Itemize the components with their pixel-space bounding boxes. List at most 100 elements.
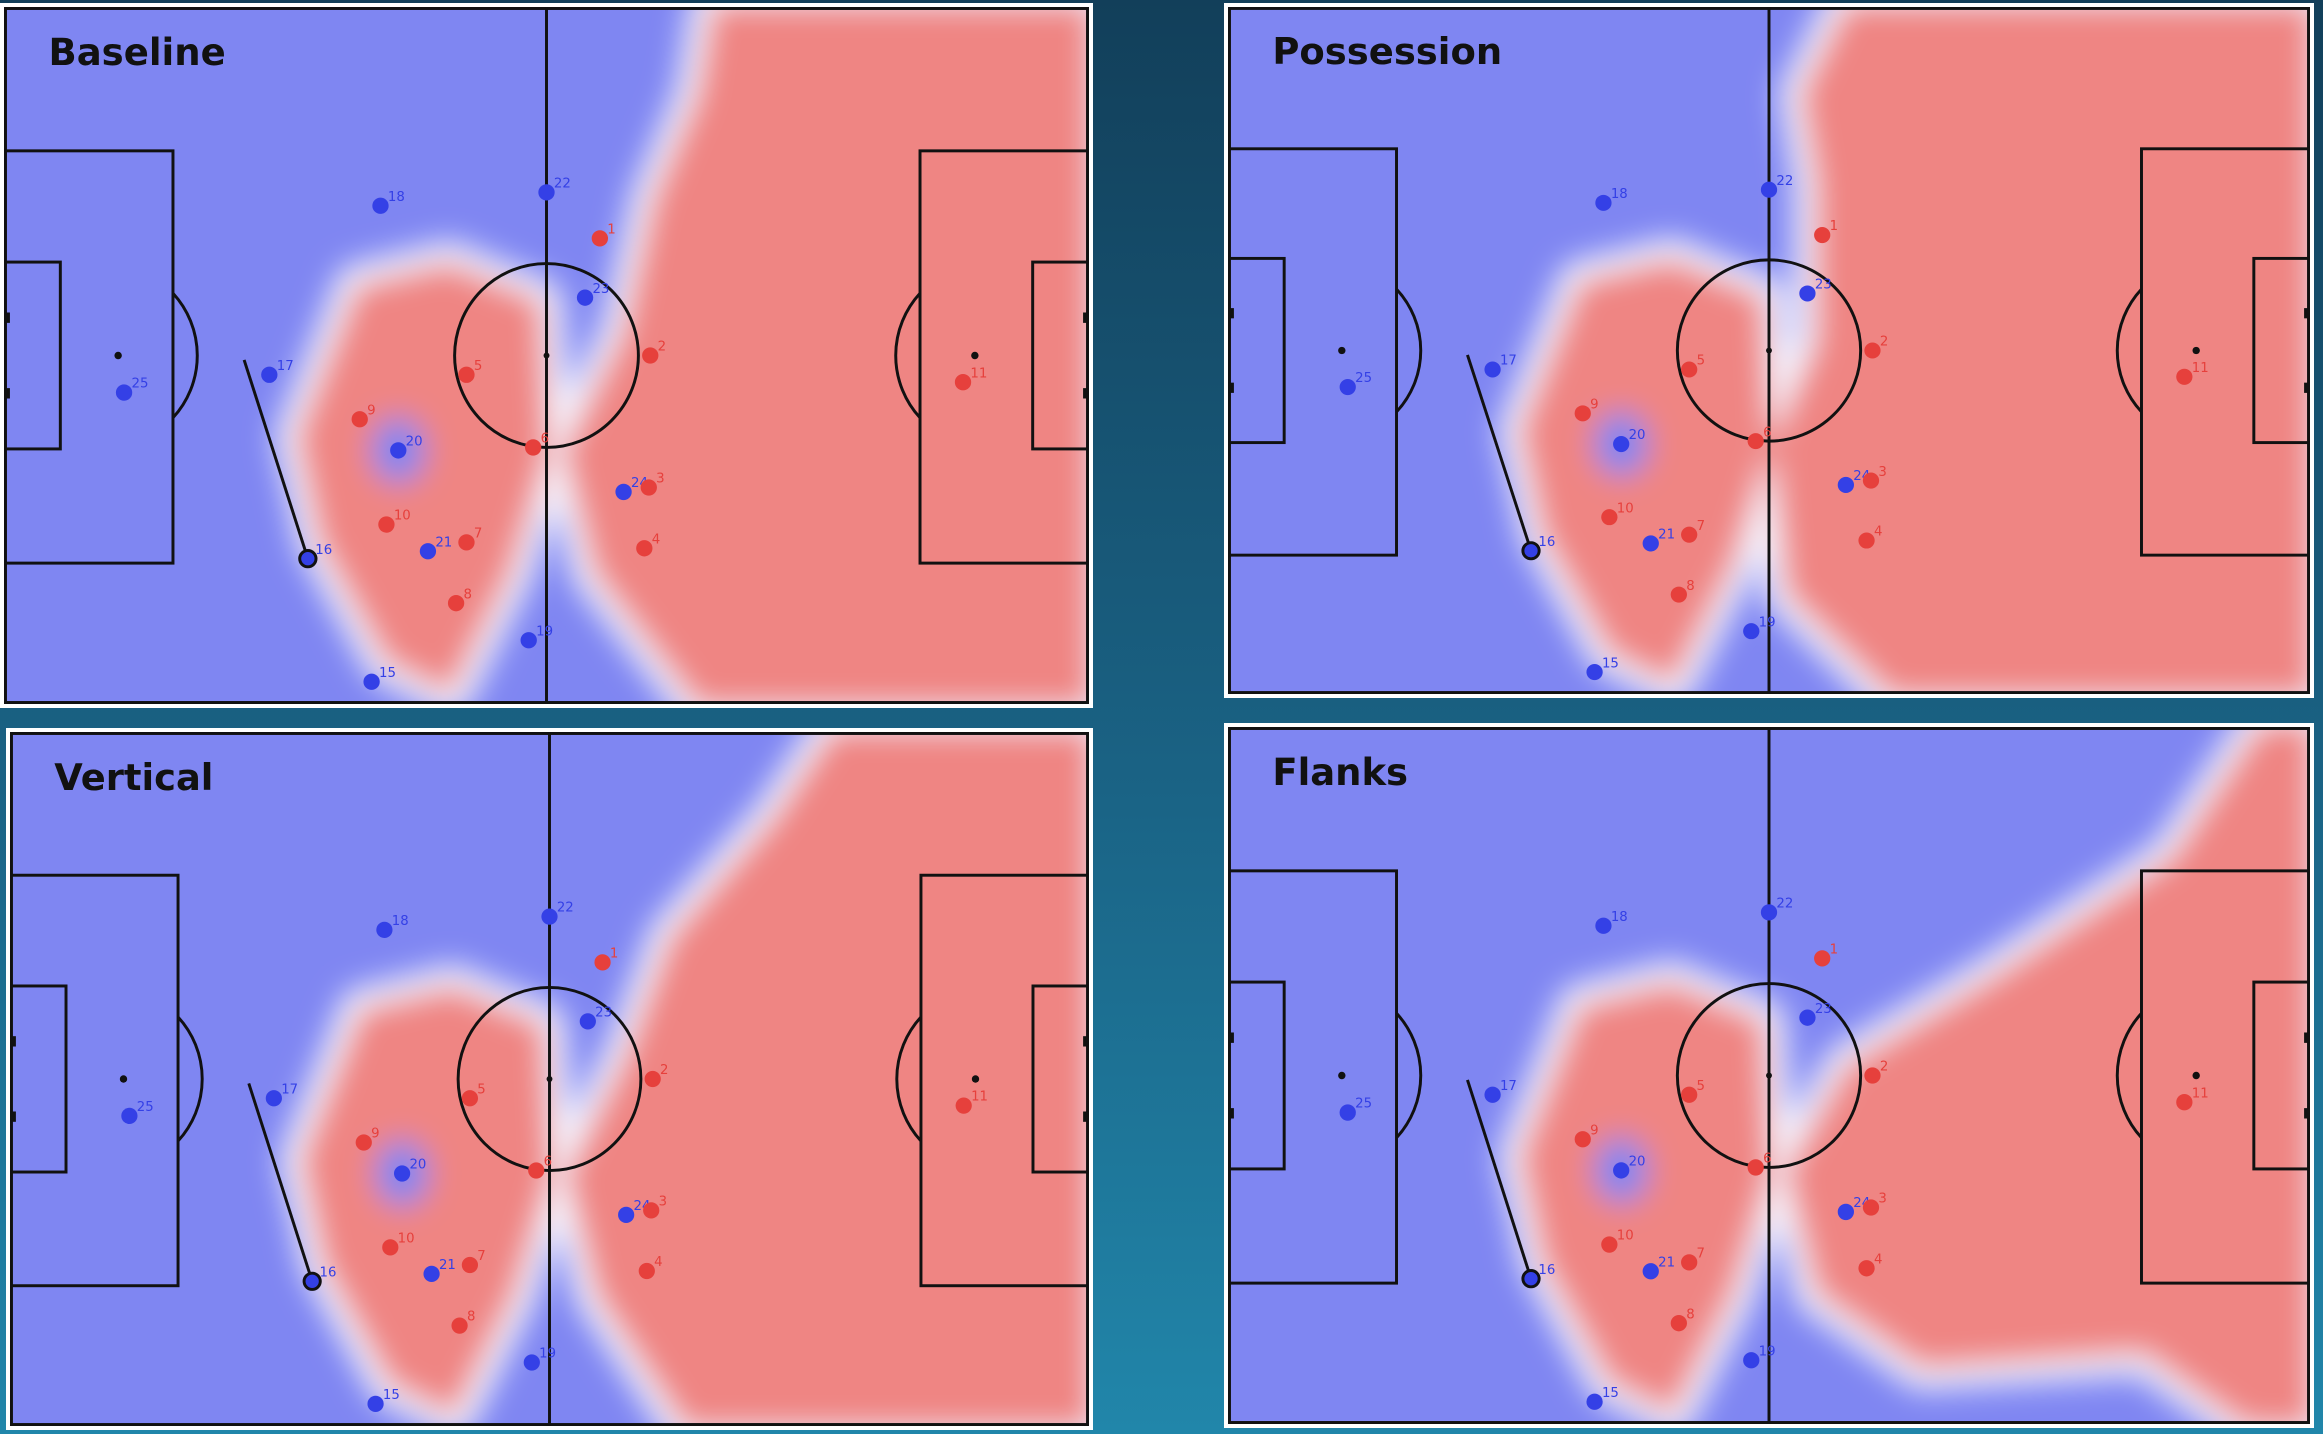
red-player xyxy=(954,374,972,391)
blue-player xyxy=(1613,436,1630,453)
blue-player-label: 19 xyxy=(539,1347,556,1362)
penalty-box xyxy=(1228,869,1398,1285)
penalty-spot xyxy=(119,1075,128,1083)
centre-spot xyxy=(543,352,550,359)
blue-player-label: 21 xyxy=(435,535,452,550)
blue-player xyxy=(367,1395,384,1412)
blue-player xyxy=(579,1013,596,1030)
blue-player xyxy=(302,1271,322,1291)
blue-player-label: 23 xyxy=(595,1006,612,1021)
red-player xyxy=(2176,368,2193,385)
centre-spot xyxy=(546,1076,553,1082)
goal-post xyxy=(2304,1108,2310,1119)
blue-player-label: 17 xyxy=(1500,354,1517,369)
heatmap xyxy=(1498,727,2310,1424)
blue-player xyxy=(1339,1104,1356,1121)
red-player xyxy=(1747,433,1764,450)
blue-player xyxy=(1521,541,1541,561)
blue-player xyxy=(1760,181,1778,198)
blue-player xyxy=(265,1090,282,1107)
red-player xyxy=(1681,1254,1698,1271)
red-player-label: 10 xyxy=(1617,1229,1634,1244)
penalty-spot xyxy=(971,1075,980,1083)
blue-player xyxy=(372,197,389,214)
blue-player xyxy=(618,1206,635,1223)
blue-player-label: 16 xyxy=(1538,535,1555,550)
red-player xyxy=(378,516,395,533)
penalty-spot xyxy=(1338,346,1346,355)
red-player-label: 3 xyxy=(656,472,664,487)
penalty-arc xyxy=(894,292,922,419)
goal-box xyxy=(4,260,62,451)
red-player xyxy=(1574,1131,1591,1148)
red-player-label: 5 xyxy=(474,359,482,374)
red-player-label: 10 xyxy=(1617,501,1634,516)
blue-player-label: 18 xyxy=(388,190,405,205)
red-player xyxy=(382,1239,399,1256)
red-player-label: 4 xyxy=(654,1255,662,1270)
red-player-label: 5 xyxy=(1697,1079,1705,1094)
centre-circle xyxy=(453,262,640,449)
red-player-label: 10 xyxy=(398,1231,415,1246)
blue-player-label: 20 xyxy=(406,435,423,450)
blue-player xyxy=(1484,361,1501,378)
red-player xyxy=(458,366,475,383)
penalty-box xyxy=(919,873,1089,1288)
blue-player xyxy=(1760,904,1778,921)
red-player-label: 6 xyxy=(544,1155,552,1170)
blue-player xyxy=(1642,535,1659,552)
blue-player xyxy=(1595,917,1612,934)
red-player xyxy=(461,1256,479,1274)
red-player-label: 1 xyxy=(1830,219,1838,234)
red-player xyxy=(1864,342,1881,359)
red-player-label: 6 xyxy=(1763,1152,1771,1167)
red-player-label: 8 xyxy=(463,587,471,602)
blue-player-label: 15 xyxy=(383,1388,400,1403)
panel-title: Flanks xyxy=(1272,751,1408,794)
red-player-label: 1 xyxy=(610,946,618,961)
blue-player xyxy=(121,1107,138,1125)
red-player xyxy=(2176,1094,2193,1111)
red-player xyxy=(461,1090,479,1107)
penalty-spot xyxy=(2192,1071,2200,1080)
blue-player xyxy=(393,1165,411,1182)
heatmap xyxy=(279,732,1089,1426)
blue-player xyxy=(1613,1162,1630,1179)
blue-player-label: 18 xyxy=(1611,910,1628,925)
blue-player xyxy=(261,366,278,383)
blue-player xyxy=(1521,1269,1541,1289)
red-player xyxy=(1670,586,1687,603)
blue-player-label: 22 xyxy=(554,176,571,191)
red-player xyxy=(447,595,465,612)
blue-player xyxy=(298,549,318,569)
goal-post xyxy=(1228,382,1234,393)
red-player-label: 4 xyxy=(1874,525,1882,540)
goal-post xyxy=(1228,1032,1234,1043)
centre-circle xyxy=(456,985,643,1173)
red-player xyxy=(1681,361,1698,378)
blue-player-label: 17 xyxy=(1500,1079,1517,1094)
goal-post xyxy=(10,1111,16,1122)
blue-player xyxy=(1837,1203,1854,1221)
red-player xyxy=(643,1202,660,1219)
pass-line xyxy=(242,359,310,560)
blue-player-label: 22 xyxy=(557,901,574,916)
goal-box xyxy=(1031,984,1089,1174)
red-player-label: 11 xyxy=(2192,361,2209,376)
pass-line xyxy=(247,1082,314,1282)
blue-player-label: 18 xyxy=(392,914,409,929)
blue-player-label: 19 xyxy=(536,624,553,639)
red-player xyxy=(1862,1199,1880,1216)
blue-player xyxy=(363,673,380,690)
blue-player-label: 15 xyxy=(1602,656,1619,671)
blue-player-label: 23 xyxy=(1815,278,1832,293)
penalty-arc xyxy=(2115,288,2143,413)
blue-player xyxy=(615,483,632,501)
red-player-label: 11 xyxy=(971,1090,988,1105)
blue-player xyxy=(115,384,133,401)
goal-post xyxy=(1083,1111,1089,1122)
red-player xyxy=(1814,950,1831,967)
